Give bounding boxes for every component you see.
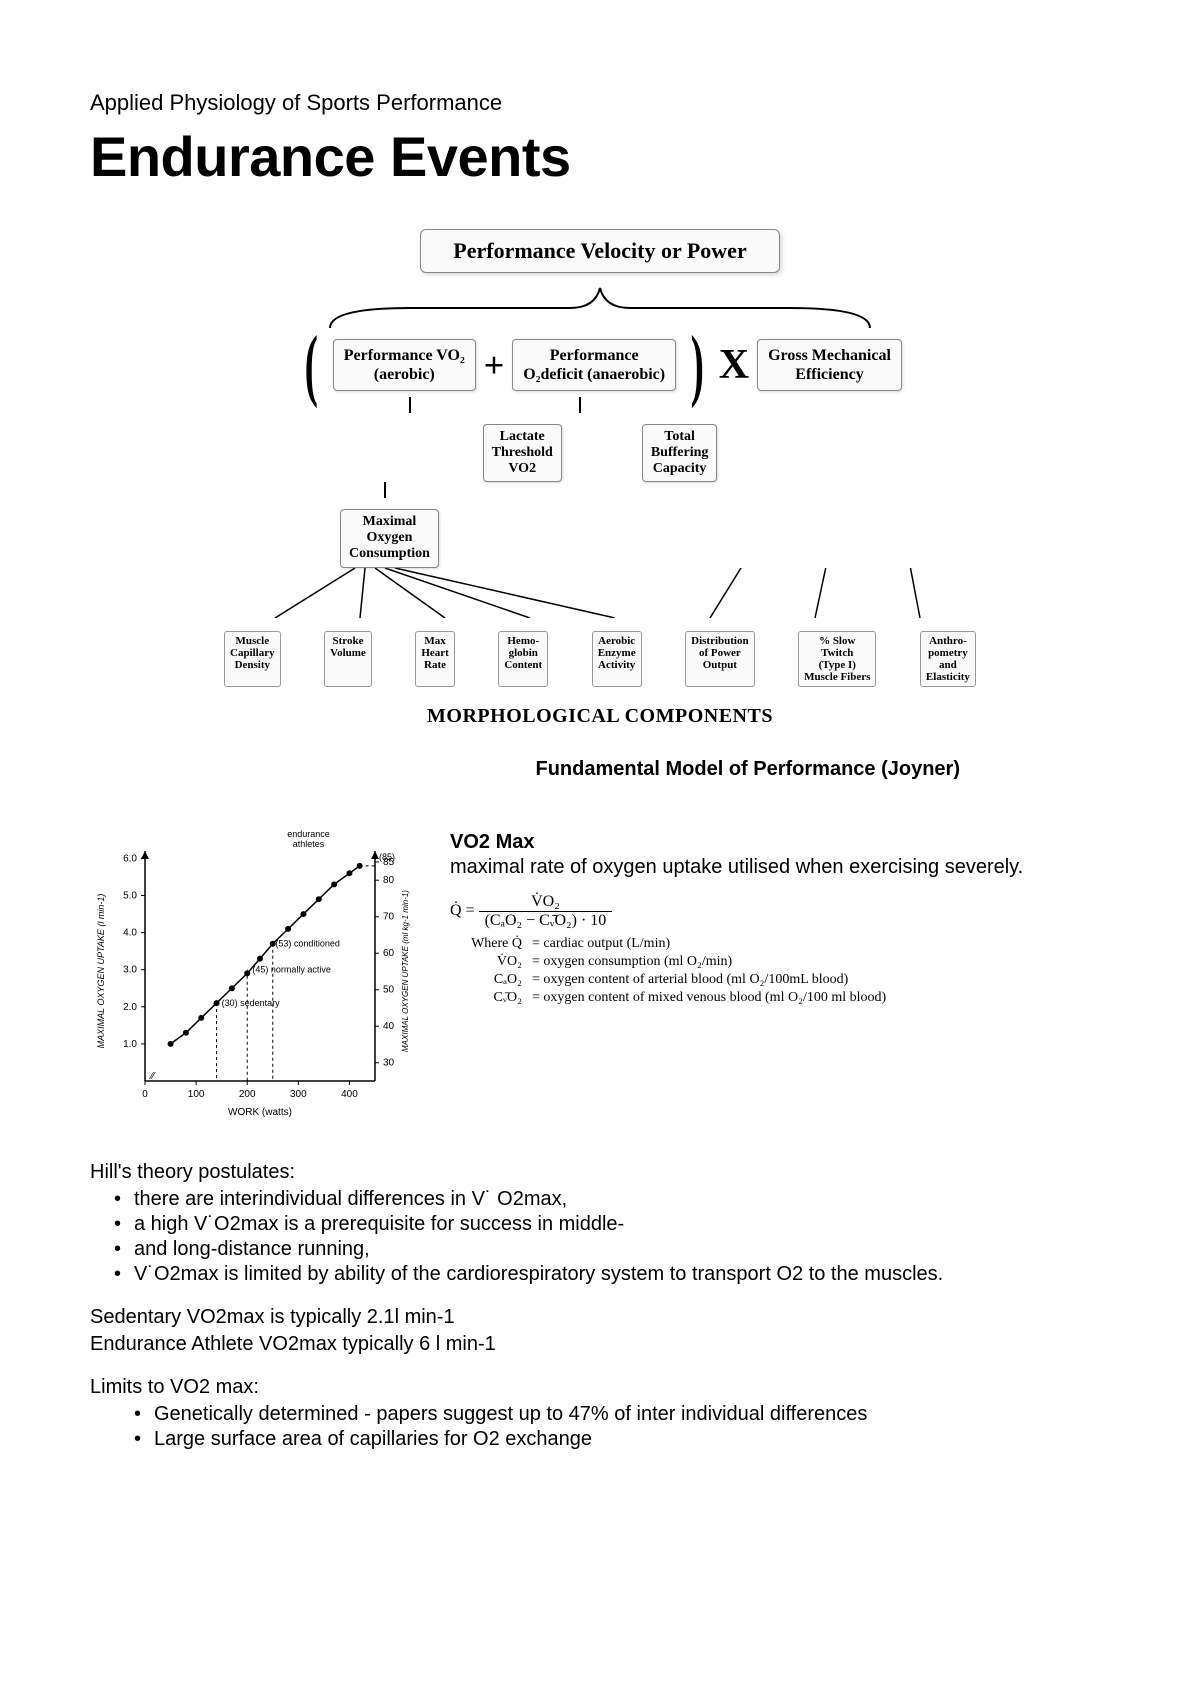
morph-label: MORPHOLOGICAL COMPONENTS [220, 705, 980, 728]
vo2-chart: 1.02.03.04.05.06.03040506070808501002003… [90, 821, 420, 1121]
svg-text:50: 50 [383, 985, 395, 996]
fan-connector-icon [220, 568, 980, 618]
vo2-heading: VO2 Max [450, 831, 1110, 854]
svg-text:200: 200 [239, 1089, 256, 1100]
svg-text:(53) conditioned: (53) conditioned [275, 939, 340, 949]
svg-text:1.0: 1.0 [123, 1039, 137, 1050]
svg-text:6.0: 6.0 [123, 853, 137, 864]
svg-text:4.0: 4.0 [123, 928, 137, 939]
leaf-enzyme: AerobicEnzymeActivity [592, 631, 642, 687]
svg-text:40: 40 [383, 1021, 395, 1032]
diagram-row2: ( Performance VO₂(aerobic) + Performance… [220, 333, 980, 397]
svg-text:30: 30 [383, 1058, 395, 1069]
svg-text:300: 300 [290, 1089, 307, 1100]
svg-text:400: 400 [341, 1089, 358, 1100]
limits-list: Genetically determined - papers suggest … [90, 1403, 1110, 1451]
svg-text:(30) sedentary: (30) sedentary [222, 998, 281, 1008]
hill-list: there are interindividual differences in… [90, 1188, 1110, 1286]
leaf-power-dist: Distributionof PowerOutput [685, 631, 754, 687]
svg-text:2.0: 2.0 [123, 1002, 137, 1013]
vo2-text: VO2 Max maximal rate of oxygen uptake ut… [450, 821, 1110, 1008]
svg-text:100: 100 [188, 1089, 205, 1100]
performance-diagram: Performance Velocity or Power ( Performa… [220, 229, 980, 728]
list-item: Genetically determined - papers suggest … [134, 1403, 1110, 1426]
connector-icon [220, 482, 980, 498]
leaf-stroke-volume: StrokeVolume [324, 631, 372, 687]
times-icon: X [719, 341, 749, 389]
svg-text:5.0: 5.0 [123, 890, 137, 901]
list-item: Large surface area of capillaries for O2… [134, 1428, 1110, 1451]
page-subtitle: Applied Physiology of Sports Performance [90, 90, 1110, 116]
svg-text:3.0: 3.0 [123, 965, 137, 976]
list-item: and long-distance running, [114, 1238, 1110, 1261]
vo2-section: 1.02.03.04.05.06.03040506070808501002003… [90, 821, 1110, 1121]
endurance-line: Endurance Athlete VO2max typically 6 l m… [90, 1333, 1110, 1356]
fick-defs: Where Q̇= cardiac output (L/min)V̇O₂= ox… [450, 936, 1110, 1006]
leaf-anthro: Anthro-pometryandElasticity [920, 631, 976, 687]
hill-intro: Hill's theory postulates: [90, 1161, 1110, 1184]
fick-equation: Q̇ = V̇O₂ (CₐO₂ − Cᵥ̄O₂) · 10 Where Q̇= … [450, 893, 1110, 1006]
diagram-caption: Fundamental Model of Performance (Joyner… [90, 758, 1110, 781]
brace-icon [290, 283, 910, 333]
diagram-leaves: MuscleCapillaryDensity StrokeVolume MaxH… [220, 631, 980, 687]
page-title: Endurance Events [90, 124, 1110, 189]
box-max-oxygen: MaximalOxygenConsumption [340, 509, 439, 567]
box-aerobic: Performance VO₂(aerobic) [333, 339, 476, 391]
list-item: a high V˙O2max is a prerequisite for suc… [114, 1213, 1110, 1236]
svg-text:(85): (85) [379, 852, 395, 862]
svg-text:0: 0 [142, 1089, 148, 1100]
paren-open-icon: ( [305, 333, 318, 397]
diagram-row4: MaximalOxygenConsumption [220, 509, 980, 567]
svg-text:(45) normally active: (45) normally active [252, 965, 331, 975]
box-anaerobic: PerformanceO₂deficit (anaerobic) [512, 339, 676, 391]
svg-text:70: 70 [383, 912, 395, 923]
svg-text:endurance: endurance [287, 829, 330, 839]
leaf-capillary: MuscleCapillaryDensity [224, 631, 281, 687]
svg-text:60: 60 [383, 948, 395, 959]
svg-text:WORK (watts): WORK (watts) [228, 1107, 292, 1118]
svg-text:athletes: athletes [293, 839, 325, 849]
svg-text:MAXIMAL OXYGEN UPTAKE (l min-: MAXIMAL OXYGEN UPTAKE (l min-1) [96, 894, 106, 1049]
svg-text:MAXIMAL OXYGEN UPTAKE (ml kg-1: MAXIMAL OXYGEN UPTAKE (ml kg-1 min-1) [401, 890, 410, 1052]
list-item: there are interindividual differences in… [114, 1188, 1110, 1211]
leaf-max-hr: MaxHeartRate [415, 631, 454, 687]
leaf-hemoglobin: Hemo-globinContent [498, 631, 548, 687]
box-efficiency: Gross MechanicalEfficiency [757, 339, 902, 391]
diagram-row3: LactateThresholdVO2 TotalBufferingCapaci… [220, 424, 980, 482]
plus-icon: + [484, 344, 505, 386]
svg-text:80: 80 [383, 875, 395, 886]
paren-close-icon: ) [691, 333, 704, 397]
box-buffering: TotalBufferingCapacity [642, 424, 718, 482]
diagram-top-box: Performance Velocity or Power [420, 229, 780, 273]
limits-intro: Limits to VO2 max: [90, 1376, 1110, 1399]
body-text: Hill's theory postulates: there are inte… [90, 1161, 1110, 1451]
box-lactate: LactateThresholdVO2 [483, 424, 562, 482]
sedentary-line: Sedentary VO2max is typically 2.1l min-1 [90, 1306, 1110, 1329]
list-item: V˙O2max is limited by ability of the car… [114, 1263, 1110, 1286]
vo2-desc: maximal rate of oxygen uptake utilised w… [450, 856, 1110, 879]
connector-icon [220, 397, 980, 413]
leaf-slow-twitch: % SlowTwitch(Type I)Muscle Fibers [798, 631, 876, 687]
